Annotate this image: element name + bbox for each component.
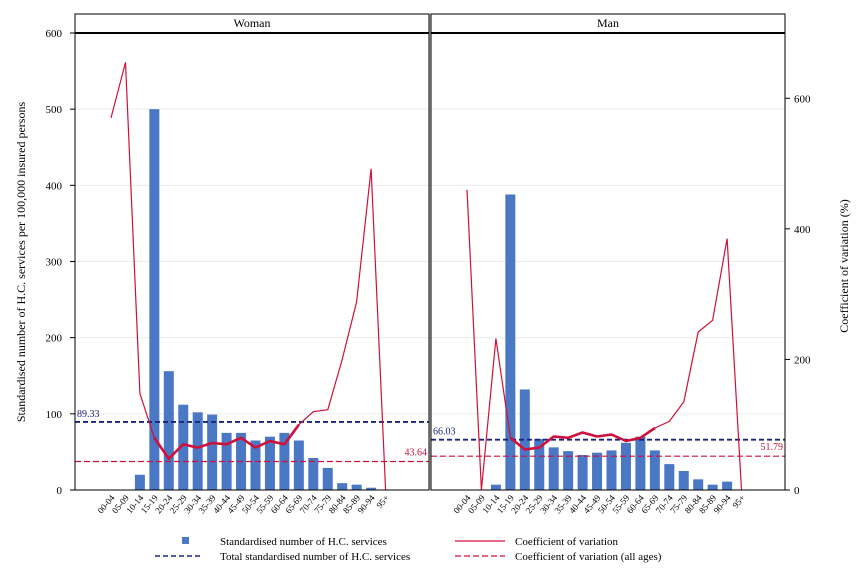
- reference-lines: 89.33 66.03 43.64 51.79: [75, 409, 785, 463]
- bar: [293, 440, 304, 490]
- bar: [366, 487, 377, 490]
- right-tick-label: 200: [794, 354, 811, 366]
- bar: [250, 440, 261, 490]
- reference-label: 51.79: [761, 442, 784, 453]
- category-label: 95+: [730, 493, 747, 510]
- left-tick-label: 100: [46, 409, 63, 421]
- bar: [149, 109, 160, 491]
- bar: [577, 454, 588, 490]
- bar: [490, 484, 501, 490]
- bar: [134, 474, 145, 490]
- left-tick-label: 400: [46, 180, 63, 192]
- panel-frames: Woman Man: [74, 13, 786, 491]
- legend-label: Standardised number of H.C. services: [220, 536, 387, 548]
- bar: [192, 412, 203, 490]
- cv-line-highlight: [153, 423, 300, 461]
- bar: [722, 481, 733, 490]
- bar: [337, 483, 348, 490]
- cv-line-highlight: [509, 426, 656, 451]
- bar: [505, 194, 516, 490]
- legend: Standardised number of H.C. services Coef…: [155, 536, 662, 563]
- bar: [620, 442, 631, 490]
- category-label: 95+: [374, 493, 391, 510]
- bar: [207, 414, 218, 490]
- reference-label: 66.03: [433, 427, 456, 438]
- panel-frame: [74, 13, 430, 491]
- cv-lines: [110, 62, 743, 491]
- right-tick-label: 0: [794, 485, 800, 497]
- bar: [163, 371, 174, 490]
- bar: [322, 467, 333, 490]
- panel-strip-label: Man: [597, 16, 619, 30]
- panel-strip-label: Woman: [233, 16, 270, 30]
- left-tick-label: 300: [46, 257, 63, 269]
- reference-label: 89.33: [77, 409, 100, 420]
- left-tick-label: 0: [57, 485, 63, 497]
- bar: [563, 451, 574, 490]
- right-tick-label: 600: [794, 93, 811, 105]
- bar: [678, 470, 689, 490]
- left-axis-title: Standardised number of H.C. services per…: [14, 102, 28, 423]
- bar: [308, 458, 319, 490]
- bars: [134, 109, 733, 491]
- left-tick-label: 500: [46, 104, 63, 116]
- panel-frame: [430, 13, 786, 491]
- bar: [534, 438, 545, 490]
- right-tick-label: 400: [794, 224, 811, 236]
- bar: [548, 447, 559, 490]
- bar: [178, 404, 189, 490]
- bar: [592, 452, 603, 490]
- legend-label: Total standardised number of H.C. servic…: [220, 551, 410, 563]
- axes: 0100200300400500600020040060000-0405-091…: [14, 28, 851, 515]
- legend-swatch: [182, 537, 189, 544]
- reference-label: 43.64: [405, 448, 428, 459]
- bar: [519, 389, 530, 490]
- legend-label: Coefficient of variation (all ages): [515, 551, 662, 563]
- bar: [221, 432, 232, 490]
- left-tick-label: 200: [46, 333, 63, 345]
- bar: [649, 450, 660, 490]
- bar: [664, 464, 675, 490]
- legend-label: Coefficient of variation: [515, 536, 619, 548]
- bar: [707, 484, 718, 490]
- bar: [693, 479, 704, 490]
- bar: [635, 436, 646, 490]
- bar: [264, 436, 275, 490]
- left-tick-label: 600: [46, 28, 63, 40]
- right-axis-title: Coefficient of variation (%): [837, 199, 851, 332]
- bar: [351, 484, 362, 490]
- bar: [606, 450, 617, 490]
